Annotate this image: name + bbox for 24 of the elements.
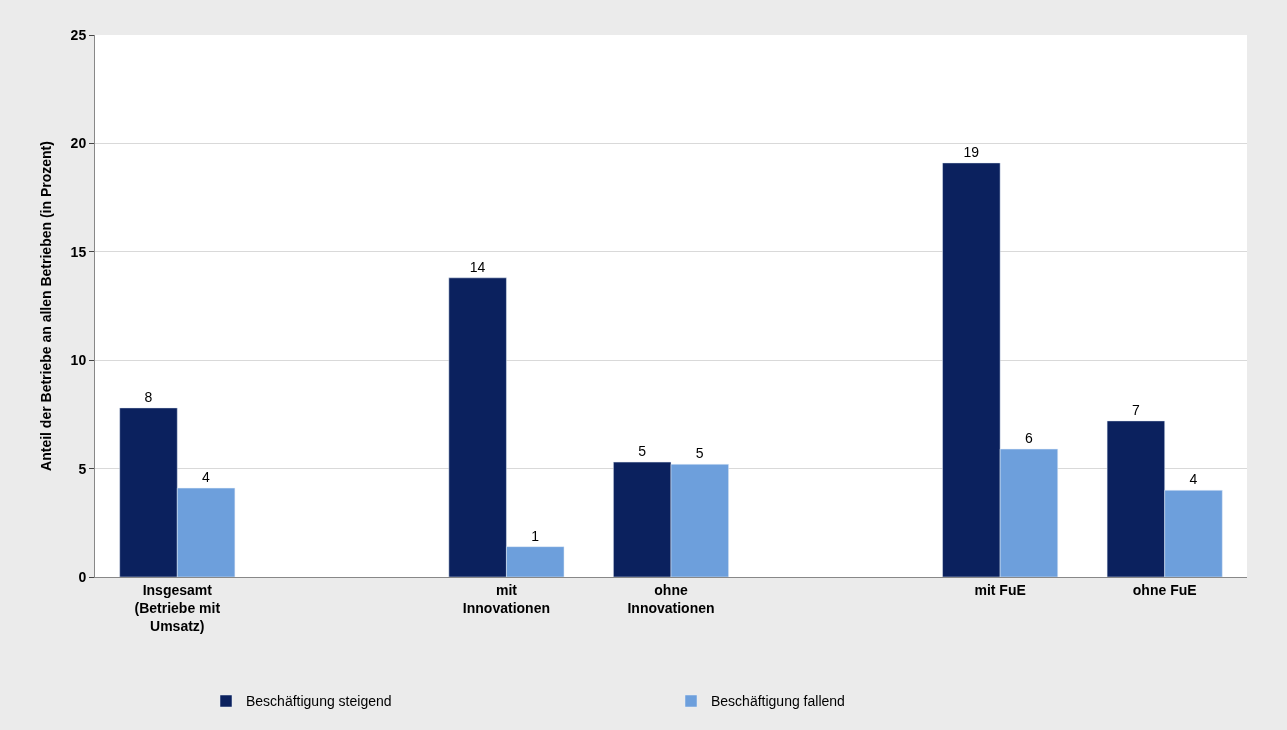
data-label: 19 [963, 143, 980, 160]
y-tick-label: 5 [78, 460, 87, 477]
data-label: 5 [695, 445, 704, 462]
data-label: 6 [1024, 430, 1033, 447]
data-label: 8 [144, 388, 153, 405]
data-label: 14 [469, 258, 486, 275]
legend-label: Beschäftigung fallend [711, 693, 845, 710]
y-tick-label: 0 [78, 568, 87, 585]
data-label: 1 [531, 527, 540, 544]
legend-label: Beschäftigung steigend [246, 693, 392, 710]
y-axis-title: Anteil der Betriebe an allen Betrieben (in Prozent) [38, 141, 55, 471]
x-tick-label: Insgesamt (Betriebe mit Umsatz) [134, 581, 221, 635]
x-tick-label: ohne FuE [1132, 581, 1197, 598]
x-tick-label: ohne Innovationen [627, 581, 715, 616]
y-tick-label: 15 [70, 243, 87, 260]
data-label: 4 [202, 469, 211, 486]
data-label: 5 [638, 443, 647, 460]
data-label: 4 [1189, 471, 1198, 488]
x-tick-label: mit FuE [974, 581, 1026, 598]
y-tick-label: 25 [70, 26, 87, 43]
data-label: 7 [1131, 401, 1140, 418]
x-tick-label: mit Innovationen [462, 581, 550, 616]
y-tick-label: 10 [70, 352, 87, 369]
y-tick-label: 20 [70, 135, 87, 152]
